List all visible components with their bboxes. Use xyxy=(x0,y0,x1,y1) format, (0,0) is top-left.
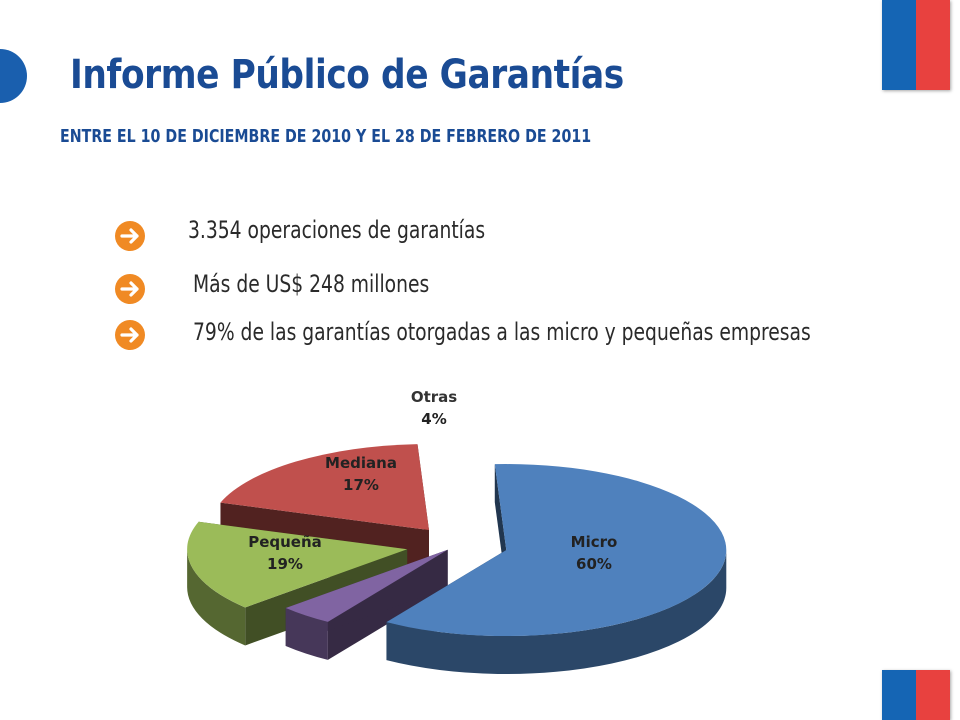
arrow-right-circle-icon xyxy=(115,274,145,304)
arrow-right-circle-icon xyxy=(115,221,145,251)
slice-label: Otras xyxy=(411,388,457,406)
chile-flag-icon xyxy=(882,0,950,90)
arrow-right-circle-icon xyxy=(115,320,145,350)
slice-value: 19% xyxy=(267,555,303,573)
page-subtitle: ENTRE EL 10 DE DICIEMBRE DE 2010 Y EL 28… xyxy=(60,126,592,147)
slice-label: Micro xyxy=(571,533,618,551)
pie-slice-otras xyxy=(285,549,448,660)
slice-label: Mediana xyxy=(325,454,397,472)
slice-value: 60% xyxy=(576,555,612,573)
play-circle-icon[interactable] xyxy=(0,48,30,104)
page-title: Informe Público de Garantías xyxy=(70,52,624,98)
bullet-text: 79% de las garantías otorgadas a las mic… xyxy=(193,318,811,346)
pie-slice-micro xyxy=(386,464,727,675)
bullet-text: Más de US$ 248 millones xyxy=(193,270,430,298)
bullet-text: 3.354 operaciones de garantías xyxy=(188,216,486,244)
chile-flag-icon xyxy=(882,670,950,720)
slice-label: Pequeña xyxy=(248,533,322,551)
slice-value: 17% xyxy=(343,476,379,494)
slice-value: 4% xyxy=(421,410,446,428)
